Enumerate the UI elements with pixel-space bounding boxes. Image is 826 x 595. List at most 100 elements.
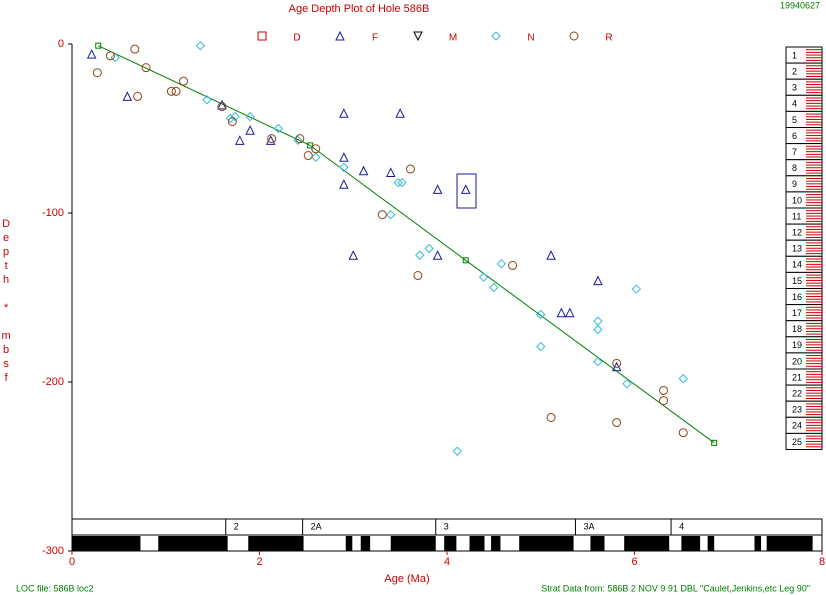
data-point	[141, 63, 151, 73]
data-point	[631, 284, 642, 294]
core-label: 24	[792, 421, 802, 431]
data-point	[556, 307, 567, 318]
legend-label: D	[293, 33, 300, 44]
chron-label: 2	[234, 521, 239, 531]
legend-marker	[491, 31, 501, 41]
data-point	[235, 135, 245, 145]
data-point	[612, 418, 622, 428]
data-point	[397, 177, 407, 188]
core-label: 22	[792, 389, 802, 399]
data-point	[110, 52, 120, 63]
y-tick-label: 0	[58, 38, 64, 50]
core-label: 23	[792, 405, 802, 415]
data-point	[303, 151, 313, 161]
footer-left: LOC file: 586B loc2	[16, 583, 94, 593]
data-point	[227, 117, 237, 127]
core-label: 7	[792, 147, 797, 157]
data-point	[86, 49, 97, 59]
data-point	[245, 111, 255, 122]
data-point	[508, 260, 518, 270]
core-label: 13	[792, 244, 802, 254]
polarity-normal	[519, 536, 574, 551]
data-point	[339, 152, 349, 162]
core-label: 8	[792, 163, 797, 173]
core-label: 25	[792, 437, 802, 447]
data-point	[659, 396, 669, 406]
data-point	[179, 76, 189, 86]
data-point	[166, 86, 176, 96]
core-label: 16	[792, 292, 802, 302]
legend-label: F	[372, 33, 378, 44]
polarity-normal	[766, 536, 813, 551]
data-point	[432, 250, 443, 260]
data-point	[339, 162, 349, 173]
loc-point	[95, 42, 102, 49]
y-tick-label: -300	[42, 545, 64, 557]
data-point	[171, 86, 181, 96]
data-point	[92, 68, 102, 78]
data-point	[393, 177, 403, 188]
data-point	[489, 282, 499, 293]
data-point	[536, 341, 546, 352]
y-axis-label: Depth * mbsf	[0, 218, 12, 386]
data-point	[432, 184, 443, 194]
polarity-normal	[390, 536, 436, 551]
data-point	[195, 40, 206, 51]
legend-marker	[413, 31, 423, 42]
core-label: 6	[792, 131, 797, 141]
data-point	[217, 102, 227, 112]
loc-line	[98, 45, 715, 444]
polarity-normal	[681, 536, 701, 551]
core-label: 10	[792, 195, 802, 205]
chron-label: 3	[444, 521, 449, 531]
data-point	[593, 324, 603, 335]
core-label: 12	[792, 228, 802, 238]
data-point	[122, 91, 133, 101]
polarity-normal	[360, 536, 371, 551]
data-point	[612, 358, 622, 368]
core-label: 3	[792, 83, 797, 93]
core-label: 9	[792, 179, 797, 189]
polarity-normal	[707, 536, 715, 551]
polarity-normal	[624, 536, 670, 551]
polarity-normal	[469, 536, 485, 551]
polarity-normal	[491, 536, 501, 551]
core-label: 2	[792, 67, 797, 77]
core-label: 18	[792, 324, 802, 334]
data-point	[678, 373, 688, 384]
chron-label: 2A	[311, 521, 322, 531]
loc-point	[462, 257, 469, 264]
polarity-normal	[444, 536, 457, 551]
x-tick-label: 0	[69, 556, 75, 568]
data-point	[565, 307, 575, 318]
date-stamp: 19940627	[780, 0, 820, 10]
y-tick-label: -100	[42, 207, 64, 219]
legend-marker	[569, 31, 579, 41]
data-point	[385, 167, 396, 177]
legend-marker	[257, 31, 267, 41]
data-point	[593, 357, 603, 367]
legend-label: N	[527, 33, 534, 44]
footer-right: Strat Data from: 586B 2 NOV 9 91 DBL "Ca…	[541, 583, 810, 593]
data-point	[452, 446, 463, 456]
x-tick-label: 2	[256, 556, 262, 568]
polarity-normal	[248, 536, 304, 551]
data-point	[678, 428, 688, 438]
core-label: 17	[792, 308, 802, 318]
polarity-normal	[345, 536, 353, 551]
data-point	[339, 179, 349, 189]
data-point	[245, 125, 255, 135]
x-tick-label: 4	[444, 556, 450, 568]
data-point	[377, 210, 387, 220]
core-label: 1	[792, 50, 797, 60]
legend-label: R	[605, 33, 612, 44]
data-point	[622, 378, 632, 389]
data-point	[217, 99, 227, 110]
data-point	[460, 184, 471, 194]
core-label: 15	[792, 276, 802, 286]
core-label: 11	[792, 211, 801, 221]
core-label: 5	[792, 115, 797, 125]
data-point	[593, 275, 603, 286]
polarity-normal	[158, 536, 228, 551]
data-point	[546, 412, 556, 422]
